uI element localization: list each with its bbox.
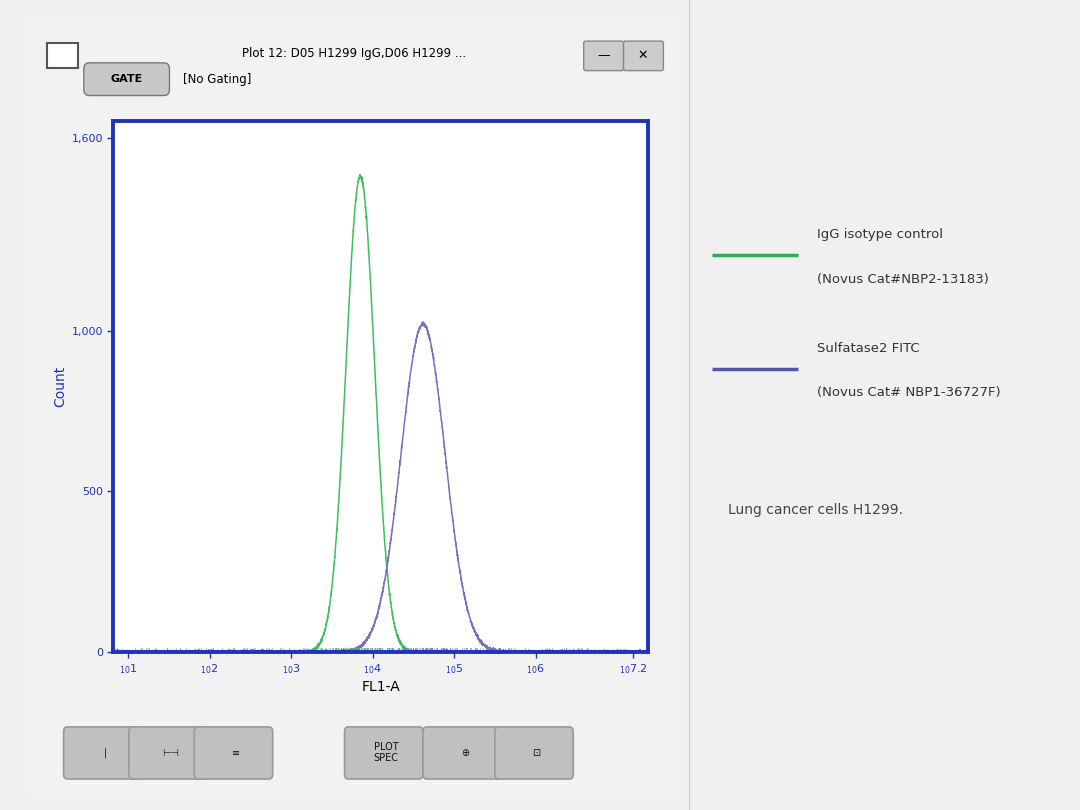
Text: (Novus Cat# NBP1-36727F): (Novus Cat# NBP1-36727F) — [818, 386, 1001, 399]
FancyBboxPatch shape — [21, 10, 686, 802]
Text: ≡: ≡ — [232, 748, 240, 757]
Text: IgG isotype control: IgG isotype control — [818, 228, 943, 241]
Text: ⊕: ⊕ — [461, 748, 469, 757]
Bar — [46, 44, 78, 68]
Text: (Novus Cat#NBP2-13183): (Novus Cat#NBP2-13183) — [818, 273, 989, 286]
FancyBboxPatch shape — [623, 41, 663, 70]
FancyBboxPatch shape — [129, 727, 207, 779]
Text: PLOT
SPEC: PLOT SPEC — [374, 742, 399, 763]
Text: Lung cancer cells H1299.: Lung cancer cells H1299. — [728, 503, 903, 518]
Text: Sulfatase2 FITC: Sulfatase2 FITC — [818, 342, 920, 355]
FancyBboxPatch shape — [423, 727, 501, 779]
FancyBboxPatch shape — [194, 727, 272, 779]
Text: |: | — [104, 748, 107, 758]
FancyBboxPatch shape — [583, 41, 623, 70]
Y-axis label: Count: Count — [53, 366, 67, 407]
FancyBboxPatch shape — [64, 727, 141, 779]
FancyBboxPatch shape — [495, 727, 573, 779]
Text: ⊢⊣: ⊢⊣ — [162, 748, 179, 757]
Text: GATE: GATE — [110, 75, 143, 84]
Text: —: — — [597, 49, 609, 62]
FancyBboxPatch shape — [345, 727, 423, 779]
Text: ⊡: ⊡ — [532, 748, 541, 757]
Text: Plot 12: D05 H1299 IgG,D06 H1299 ...: Plot 12: D05 H1299 IgG,D06 H1299 ... — [242, 47, 465, 60]
Text: ✕: ✕ — [638, 49, 648, 62]
Text: [No Gating]: [No Gating] — [183, 73, 251, 86]
FancyBboxPatch shape — [84, 63, 170, 96]
X-axis label: FL1-A: FL1-A — [362, 680, 400, 694]
